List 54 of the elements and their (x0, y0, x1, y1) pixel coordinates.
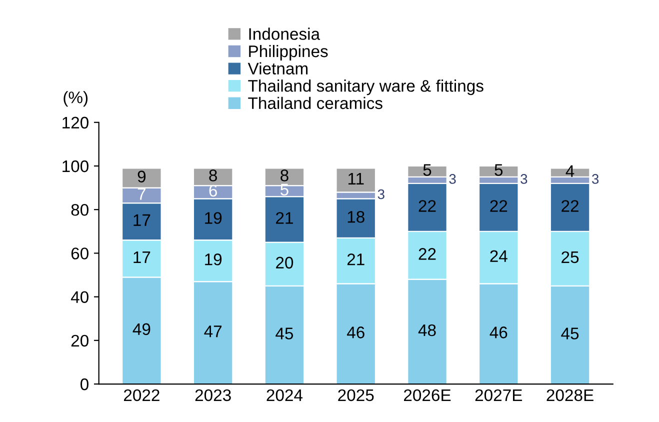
data-label: 5 (423, 164, 432, 176)
data-label: 22 (418, 200, 436, 212)
data-label: 11 (348, 173, 364, 184)
data-label: 5 (494, 164, 503, 176)
y-tick-label: 60 (71, 248, 88, 260)
data-label: 25 (562, 251, 579, 264)
data-label: 48 (418, 324, 436, 336)
y-tick-label: 120 (62, 116, 88, 129)
data-label: 17 (134, 251, 150, 263)
data-label: 4 (566, 165, 574, 177)
data-label: 22 (562, 200, 578, 212)
data-label: 3 (449, 174, 456, 184)
data-label: 20 (276, 256, 294, 269)
data-label: 45 (561, 328, 579, 340)
legend-label: Thailand sanitary ware & fittings (248, 80, 484, 96)
data-label: 46 (490, 326, 508, 338)
data-label: 24 (490, 250, 508, 262)
data-label: 3 (520, 174, 528, 184)
y-tick-label: 80 (71, 204, 88, 216)
x-tick-label: 2027E (475, 389, 522, 402)
data-label: 7 (138, 188, 146, 200)
data-label: 22 (418, 248, 436, 260)
data-label: 9 (138, 170, 146, 182)
legend-label: Thailand ceramics (248, 96, 382, 110)
y-tick-label: 20 (71, 334, 88, 347)
data-label: 19 (205, 254, 222, 266)
data-label: 3 (378, 189, 384, 200)
data-label: 21 (276, 212, 293, 224)
x-tick-label: 2022 (124, 389, 160, 402)
data-label: 3 (592, 174, 599, 184)
data-label: 8 (280, 170, 288, 182)
data-label: 49 (132, 323, 150, 336)
legend-label: Indonesia (249, 28, 320, 40)
x-tick-label: 2028E (546, 389, 594, 402)
x-tick-label: 2024 (266, 389, 303, 402)
data-label: 22 (490, 200, 508, 212)
data-label: 46 (346, 326, 364, 338)
legend-label: Vietnam (248, 62, 308, 74)
data-label: 5 (280, 184, 288, 196)
data-label: 45 (276, 328, 294, 340)
data-label: 8 (209, 170, 217, 182)
legend-label: Philippines (249, 44, 328, 61)
x-tick-label: 2026E (404, 389, 451, 402)
data-label: 17 (134, 214, 150, 226)
y-tick-label: 100 (62, 160, 88, 172)
y-axis-title: (%) (64, 91, 88, 107)
y-tick-label: 40 (70, 291, 88, 304)
data-label: 47 (204, 326, 222, 338)
x-tick-label: 2025 (338, 389, 374, 402)
data-label: 19 (205, 212, 222, 224)
data-label: 21 (347, 254, 364, 266)
x-tick-label: 2023 (195, 389, 231, 402)
data-label: 18 (348, 210, 364, 223)
y-tick-label: 0 (80, 378, 88, 390)
